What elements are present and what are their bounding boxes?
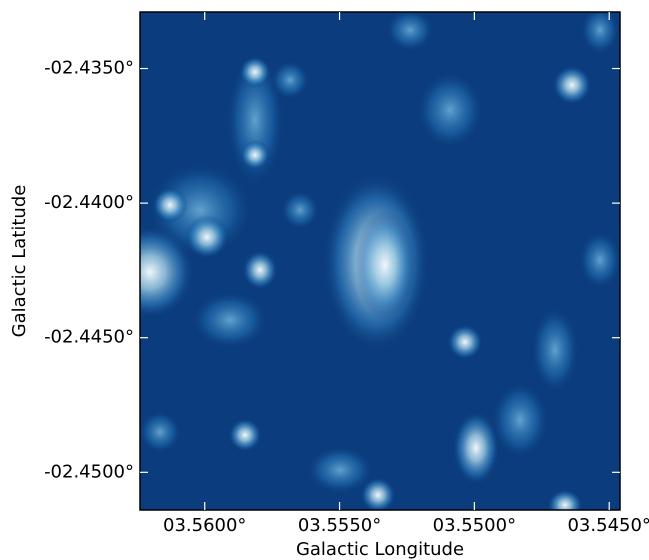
y-tick-label: -02.4500° [44, 461, 134, 482]
x-tick-label: 03.5450° [567, 515, 649, 536]
x-tick-label: 03.5550° [298, 515, 381, 536]
y-tick-label: -02.4400° [44, 192, 134, 213]
x-axis-label: Galactic Longitude [296, 539, 464, 560]
image [140, 12, 620, 510]
y-tick-label: -02.4450° [44, 327, 134, 348]
x-tick-label: 03.5600° [163, 515, 246, 536]
x-tick-label: 03.5500° [433, 515, 516, 536]
plot-frame [139, 11, 621, 511]
y-axis-label: Galactic Latitude [9, 185, 30, 338]
y-tick-label: -02.4350° [44, 58, 134, 79]
bright-emission [140, 56, 592, 510]
